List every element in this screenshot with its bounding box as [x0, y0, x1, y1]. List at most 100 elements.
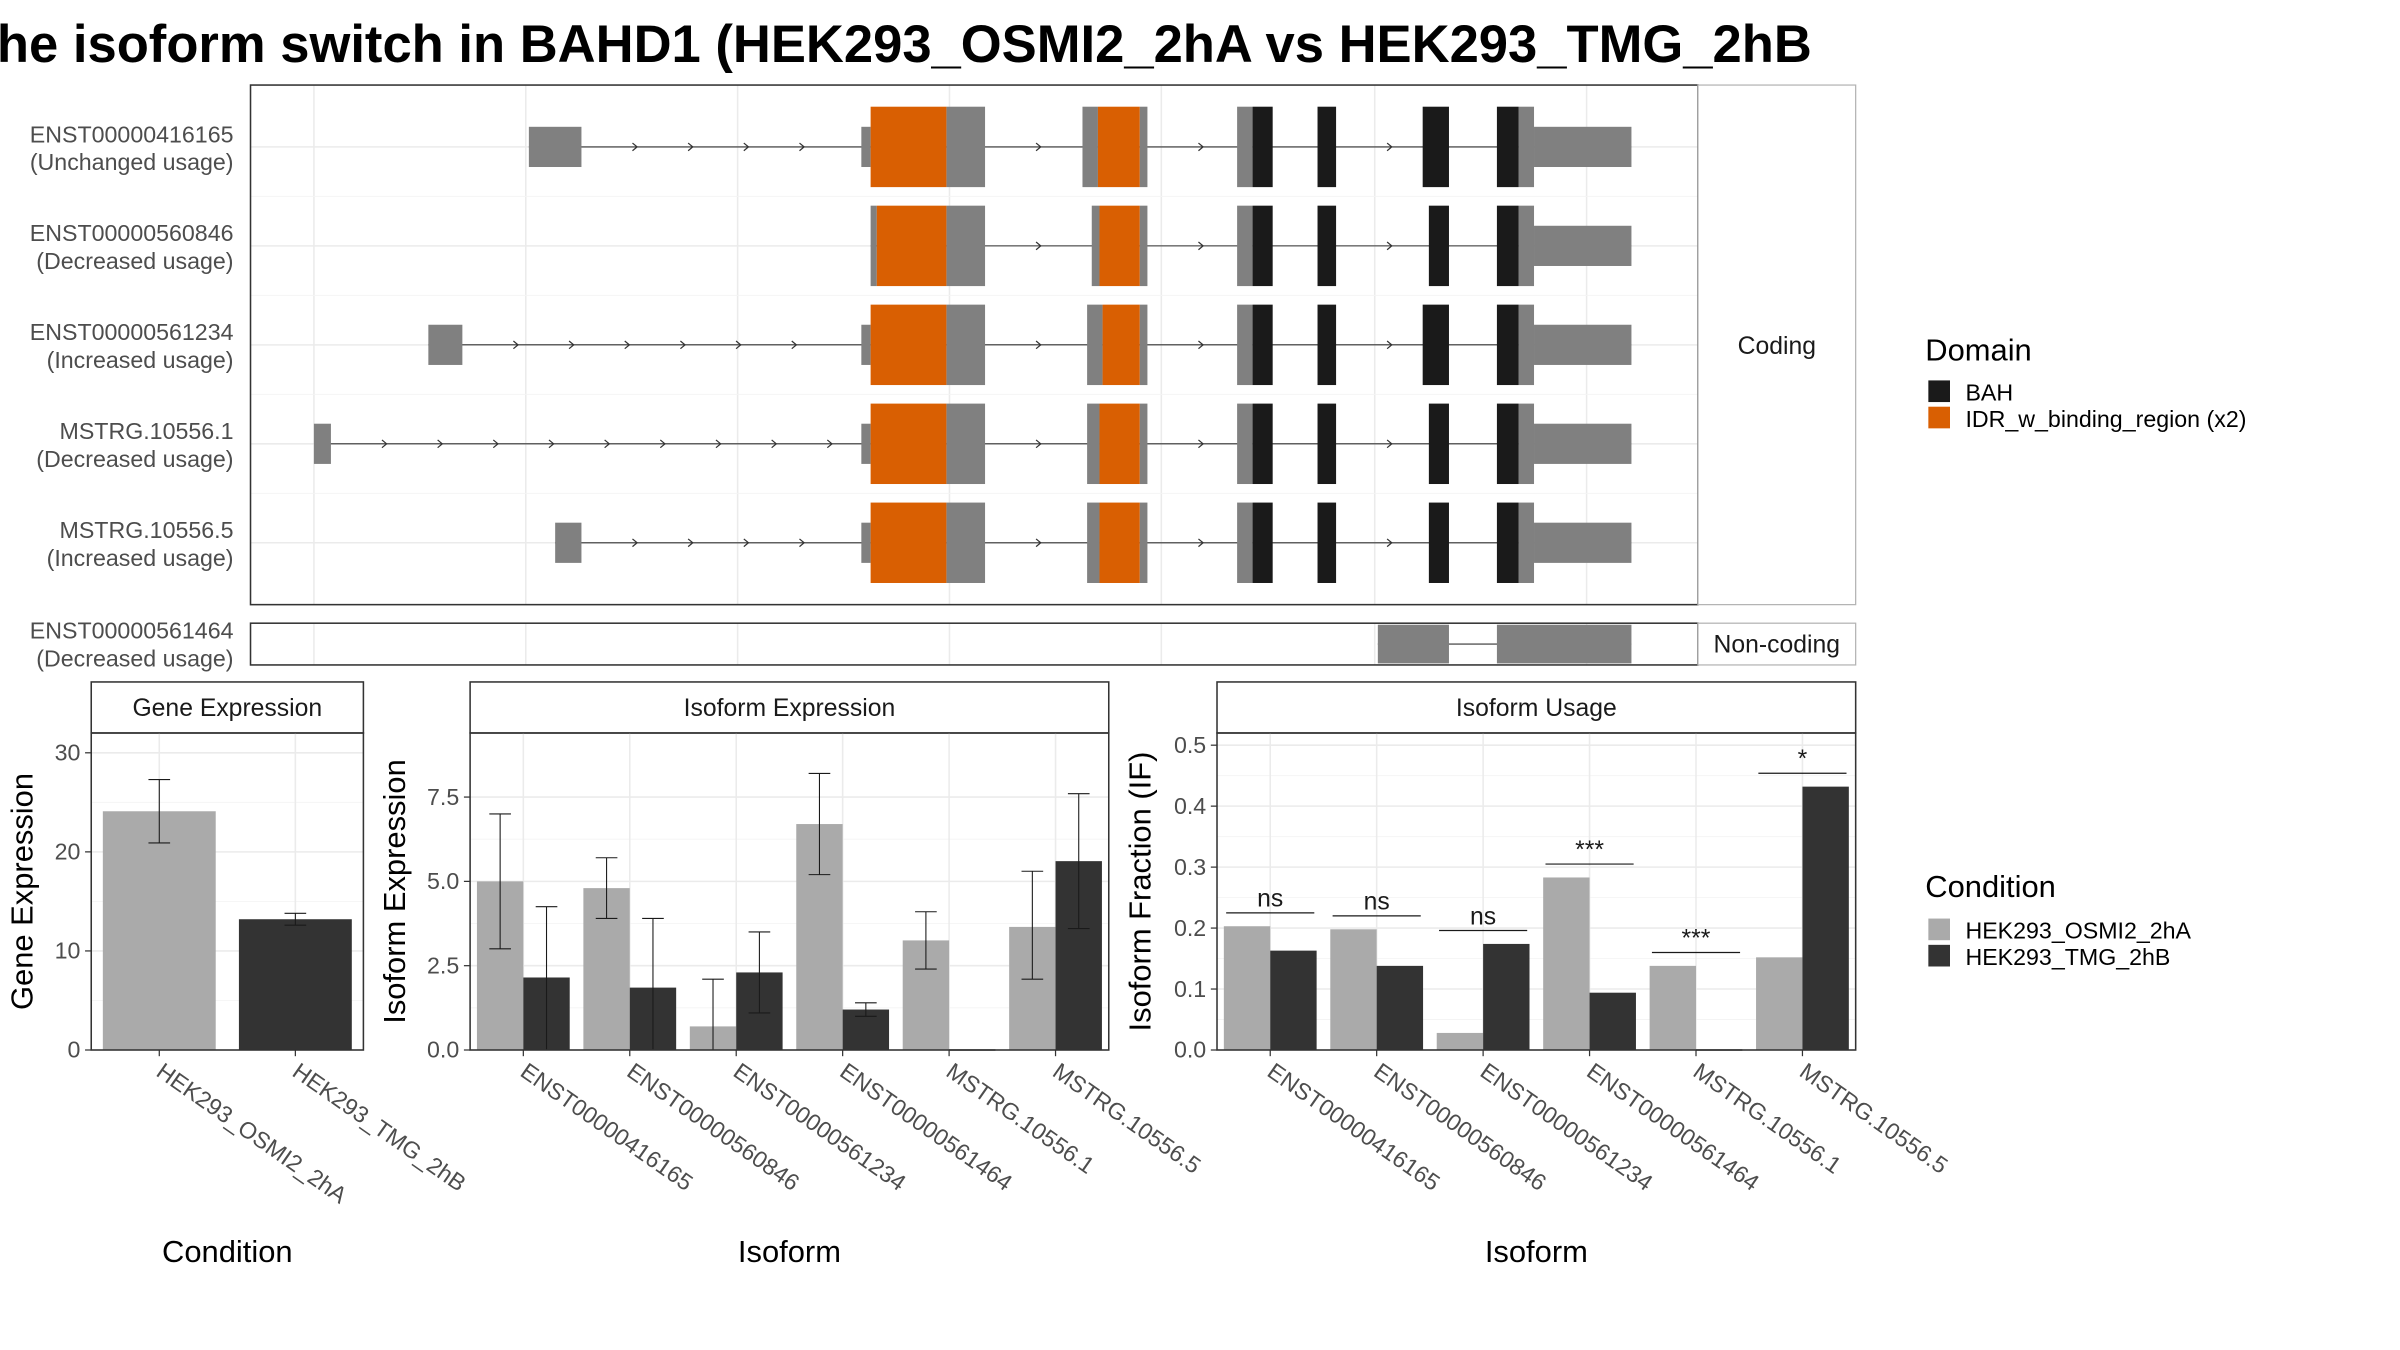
transcript-structure-panel: ENST00000416165(Unchanged usage) ENST0000… [30, 84, 1857, 671]
bah-domain-segment [1496, 502, 1519, 583]
significance-label: * [1798, 746, 1808, 773]
isoform-expression-panel: Isoform Expression 0.0 2.5 5.0 7.5 ENST000004… [377, 681, 1206, 1269]
utr-exon-segment [555, 522, 582, 563]
cds-exon-segment [1139, 304, 1148, 386]
y-tick-label: 5.0 [427, 868, 459, 894]
utr-exon-segment [428, 324, 463, 365]
cds-exon-segment [946, 205, 986, 287]
cds-exon-segment [1139, 106, 1148, 188]
transcript-MSTRG.10556.1 [313, 403, 1632, 485]
bah-domain-segment [1252, 205, 1273, 287]
cds-exon-segment [1518, 205, 1535, 287]
utr-exon-segment [1534, 324, 1632, 365]
transcript-usage-label: (Decreased usage) [36, 446, 233, 472]
condition-legend-label: HEK293_OSMI2_2hA [1965, 918, 2191, 944]
bah-domain-segment [1428, 403, 1449, 485]
direction-chevron [1035, 340, 1042, 350]
direction-chevron [1035, 538, 1042, 548]
panel-border [90, 732, 365, 1051]
cds-exon-segment [1087, 304, 1103, 386]
direction-chevron [492, 439, 499, 449]
idr-domain-segment [1099, 205, 1140, 287]
idr-domain-segment [1097, 106, 1140, 188]
direction-chevron [381, 439, 388, 449]
transcript-id-label: MSTRG.10556.5 [60, 517, 234, 543]
figure-title: he isoform switch in BAHD1 (HEK293_OSMI2… [0, 15, 1812, 74]
condition-legend-title: Condition [1925, 869, 2056, 904]
transcript-usage-label: (Decreased usage) [36, 645, 233, 671]
bah-domain-segment [1496, 205, 1519, 287]
direction-chevron [715, 439, 722, 449]
idr-domain-segment [1099, 403, 1140, 485]
bar-HEK293_OSMI2_2hA-ENST00000561234 [1436, 1032, 1484, 1050]
idr-domain-segment [1102, 304, 1140, 386]
utr-exon-segment [528, 126, 582, 168]
direction-chevron [1035, 142, 1042, 152]
panel-title: Isoform Usage [1456, 695, 1617, 722]
transcript-ENST00000560846 [870, 205, 1632, 287]
cds-exon-segment [1518, 502, 1535, 583]
panel-strip [90, 681, 365, 734]
direction-chevron [624, 340, 631, 350]
direction-chevron [1198, 142, 1205, 152]
idr-domain-segment [870, 304, 947, 386]
x-tick-label: ENST00000561464 [1582, 1058, 1764, 1196]
direction-chevron [799, 538, 806, 548]
direction-chevron [826, 439, 833, 449]
utr-exon-segment [1534, 522, 1632, 563]
direction-chevron [659, 439, 666, 449]
y-axis-title: Isoform Expression [377, 759, 412, 1024]
bar-HEK293_TMG_2hB-MSTRG.10556.5 [1802, 786, 1849, 1050]
idr-domain-segment [870, 502, 947, 583]
panel-border [1216, 732, 1857, 1051]
direction-chevron [1035, 241, 1042, 251]
bah-domain-segment [1252, 403, 1273, 485]
direction-chevron [735, 340, 742, 350]
direction-chevron [680, 340, 687, 350]
condition-legend-label: HEK293_TMG_2hB [1965, 944, 2170, 970]
direction-chevron [1386, 241, 1393, 251]
cds-exon-segment [1237, 304, 1253, 386]
y-tick-label: 0.3 [1174, 854, 1206, 880]
direction-chevron [1386, 439, 1393, 449]
cds-exon-segment [1082, 106, 1098, 188]
bah-domain-segment [1422, 304, 1449, 386]
idr-domain-segment [1099, 502, 1140, 583]
utr-exon-segment [861, 423, 871, 464]
x-tick-label: ENST00000416165 [1263, 1058, 1445, 1196]
bah-domain-segment [1317, 304, 1337, 386]
bah-domain-segment [1317, 106, 1337, 188]
noncoding-exon-segment [1496, 624, 1632, 664]
x-axis-title: Condition [162, 1234, 293, 1269]
direction-chevron [687, 538, 694, 548]
bar-HEK293_OSMI2_2hA-MSTRG.10556.1 [1649, 965, 1697, 1050]
significance-label: *** [1682, 925, 1711, 952]
y-tick-label: 0.0 [1174, 1037, 1206, 1063]
direction-chevron [743, 538, 750, 548]
bah-domain-segment [1428, 502, 1449, 583]
direction-chevron [1198, 241, 1205, 251]
coding-strip-label: Coding [1738, 333, 1816, 360]
y-axis-title: Isoform Fraction (IF) [1123, 752, 1158, 1032]
noncoding-strip-label: Non-coding [1714, 632, 1841, 659]
bah-domain-segment [1496, 106, 1519, 188]
cds-exon-segment [1237, 502, 1253, 583]
domain-legend-label: IDR_w_binding_region (x2) [1965, 406, 2246, 432]
cds-exon-segment [1139, 403, 1148, 485]
x-tick-label: ENST00000560846 [622, 1058, 804, 1196]
bar-HEK293_OSMI2_2hA-MSTRG.10556.5 [1756, 957, 1803, 1050]
bah-domain-segment [1252, 106, 1273, 188]
transcript-usage-label: (Decreased usage) [36, 248, 233, 274]
bah-domain-segment [1422, 106, 1449, 188]
idr-domain-segment [870, 106, 947, 188]
bar-HEK293_TMG_2hB-ENST00000561464 [1589, 992, 1636, 1050]
cds-exon-segment [1237, 106, 1253, 188]
y-tick-label: 7.5 [427, 784, 459, 810]
bah-domain-segment [1428, 205, 1449, 287]
bah-domain-segment [1317, 502, 1337, 583]
cds-exon-segment [1518, 304, 1535, 386]
x-axis-title: Isoform [1485, 1234, 1588, 1269]
direction-chevron [437, 439, 444, 449]
domain-legend-title: Domain [1925, 332, 2032, 367]
